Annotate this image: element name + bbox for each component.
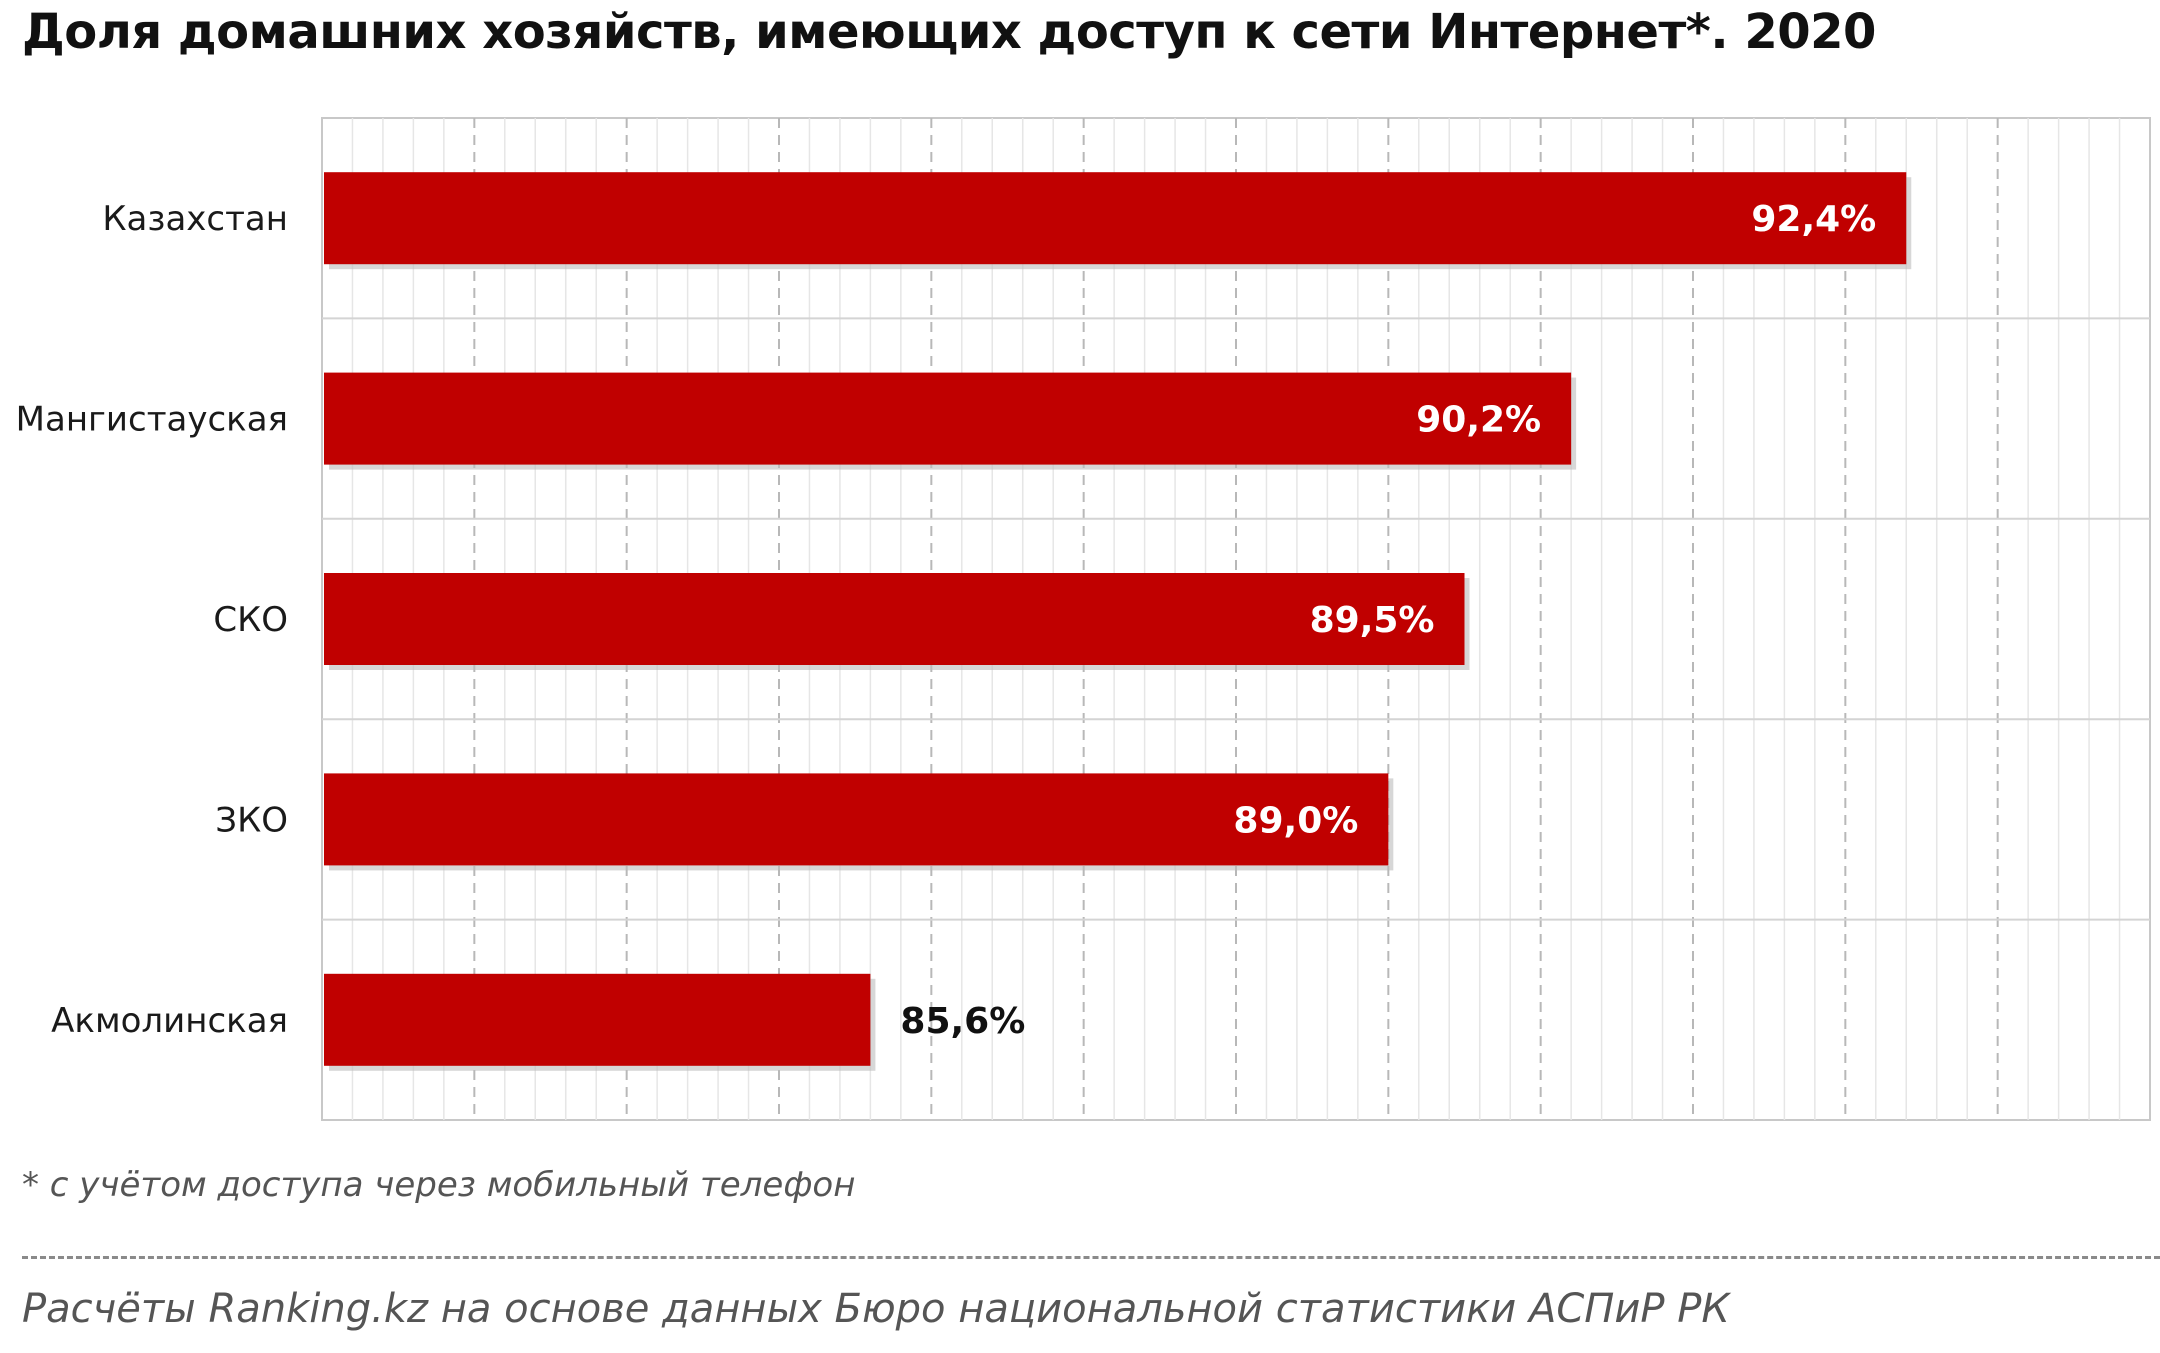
- value-label: 92,4%: [1751, 199, 1876, 240]
- bar-4: [324, 773, 1389, 866]
- category-label: Казахстан: [102, 199, 288, 239]
- labels: Казахстан 92,4% Мангистауская 90,2% СКО 89,5%…: [16, 199, 1877, 1042]
- bar-chart: Казахстан 92,4% Мангистауская 90,2% СКО 89,5%…: [16, 117, 2151, 1121]
- category-label: СКО: [213, 600, 288, 640]
- value-label: 85,6%: [900, 1001, 1025, 1042]
- bar-2: [324, 372, 1572, 465]
- value-label: 89,0%: [1233, 800, 1358, 841]
- category-label: Мангистауская: [16, 400, 288, 440]
- bar-5: [324, 973, 871, 1066]
- separator-line: [22, 1256, 2160, 1259]
- category-label: Акмолинская: [51, 1001, 288, 1041]
- value-label: 89,5%: [1310, 600, 1435, 641]
- chart-title: Доля домашних хозяйств, имеющих доступ к…: [22, 4, 1876, 60]
- category-label: ЗКО: [215, 800, 288, 840]
- value-label: 90,2%: [1416, 400, 1541, 441]
- source-note: Расчёты Ranking.kz на основе данных Бюро…: [22, 1286, 1730, 1332]
- bars: [324, 172, 1912, 1071]
- bar-3: [324, 573, 1465, 665]
- footnote: * с учётом доступа через мобильный телеф…: [22, 1165, 856, 1205]
- bar-1: [324, 172, 1907, 265]
